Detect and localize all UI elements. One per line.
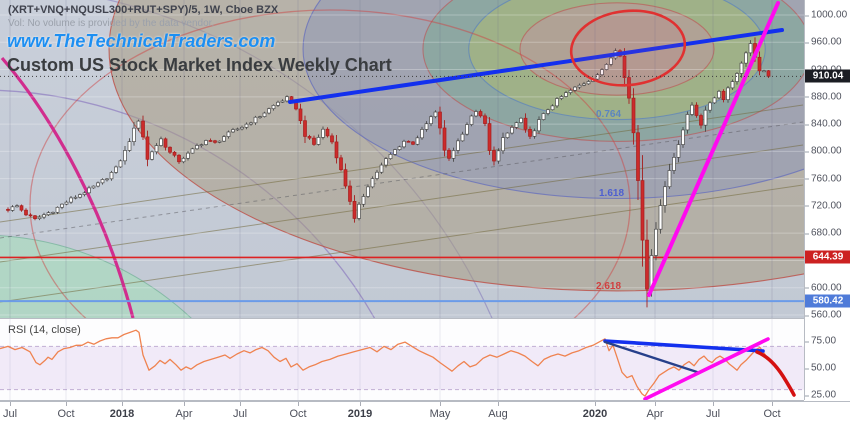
time-tick-year: 2019	[347, 408, 373, 420]
time-tick: Jul	[232, 408, 248, 420]
price-tick: 760.00	[805, 173, 842, 185]
time-tick: May	[429, 408, 451, 420]
volume-note: Vol: No volume is provided by the data v…	[8, 18, 215, 29]
time-tick: Jul	[705, 408, 721, 420]
fib-label-1618[interactable]: 1.618	[599, 188, 625, 199]
symbol-legend[interactable]: (XRT+VNQ+NQUSL300+RUT+SPY)/5, 1W, Cboe B…	[8, 4, 279, 16]
price-tick: 600.00	[805, 282, 842, 294]
rsi-tick: 50.00	[804, 362, 837, 374]
price-tick: 840.00	[805, 118, 842, 130]
rsi-tick: 75.00	[804, 335, 837, 347]
rsi-panel-canvas[interactable]	[0, 319, 804, 401]
time-tick: Oct	[57, 408, 75, 420]
time-tick: Jul	[2, 408, 18, 420]
magenta-trendline	[647, 1, 780, 297]
rsi-navy-trendline[interactable]	[603, 340, 699, 374]
rsi-magenta-trendline[interactable]	[643, 337, 770, 401]
price-tick: 880.00	[805, 91, 842, 103]
main-chart-canvas[interactable]	[0, 0, 804, 319]
time-tick-year: 2018	[109, 408, 135, 420]
price-axis[interactable]: 1000.00960.00920.00880.00840.00800.00760…	[804, 0, 850, 401]
time-axis[interactable]: Jul Oct 2018 Apr Jul Oct 2019 May Aug 2020 Apr Jul O…	[0, 401, 850, 431]
price-tick: 560.00	[805, 309, 842, 321]
last-price-badge[interactable]: 910.04	[805, 69, 850, 83]
page-title: Custom US Stock Market Index Weekly Char…	[7, 55, 392, 75]
rsi-line[interactable]	[0, 329, 769, 397]
time-tick: Oct	[763, 408, 781, 420]
price-tick: 1000.00	[804, 9, 848, 21]
candlestick-series[interactable]	[6, 37, 771, 308]
rsi-study-label[interactable]: RSI (14, close)	[8, 324, 81, 336]
rsi-tick: 25.00	[804, 389, 837, 401]
watermark-link[interactable]: www.TheTechnicalTraders.com	[7, 31, 276, 51]
price-tick: 960.00	[805, 36, 842, 48]
chart-annotations[interactable]	[0, 1, 804, 297]
fib-label-2618[interactable]: 2.618	[596, 281, 622, 292]
resistance-badge[interactable]: 644.39	[805, 250, 850, 264]
time-tick: Apr	[175, 408, 193, 420]
time-tick: Apr	[646, 408, 664, 420]
rsi-blue-trendline[interactable]	[603, 339, 765, 353]
time-tick: Aug	[488, 408, 508, 420]
support-badge[interactable]: 580.42	[805, 294, 850, 308]
price-tick: 720.00	[805, 200, 842, 212]
price-tick: 680.00	[805, 227, 842, 239]
top-red-ellipse	[569, 9, 687, 87]
rsi-red-curve[interactable]	[755, 350, 796, 397]
time-tick: Oct	[289, 408, 307, 420]
fib-label-0764[interactable]: 0.764	[596, 109, 622, 120]
time-tick-year: 2020	[582, 408, 608, 420]
price-tick: 800.00	[805, 145, 842, 157]
blue-trendline	[288, 28, 784, 104]
